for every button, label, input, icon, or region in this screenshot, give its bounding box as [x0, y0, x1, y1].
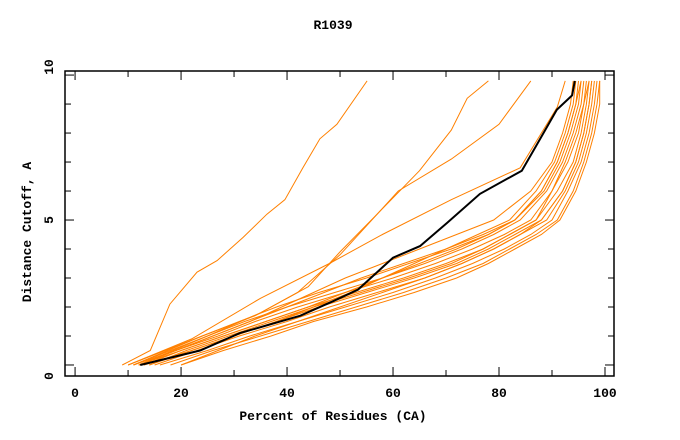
series-line-model-18	[149, 80, 590, 366]
x-tick-label: 0	[71, 386, 79, 401]
x-axis-label: Percent of Residues (CA)	[239, 409, 426, 424]
series-line-model-5	[127, 80, 582, 366]
series-line-model-4	[127, 80, 566, 366]
series-line-model-1	[121, 80, 368, 366]
series-group	[121, 80, 601, 366]
y-axis-label: Distance Cutoff, A	[20, 162, 35, 303]
x-tick-label: 60	[385, 386, 401, 401]
series-line-model-15	[133, 80, 579, 366]
chart-title: R1039	[313, 18, 352, 33]
x-tick-label: 20	[173, 386, 189, 401]
x-tick-label: 100	[593, 386, 617, 401]
series-line-highlight	[139, 80, 576, 366]
series-line-model-16	[143, 80, 577, 366]
x-tick-label: 40	[279, 386, 295, 401]
series-line-model-6	[133, 80, 585, 366]
plot-frame	[64, 70, 615, 377]
series-line-model-19	[180, 80, 593, 366]
axis-ticks: 0 20 40 60 80 100 0 5 10	[42, 59, 617, 401]
x-tick-label: 80	[491, 386, 507, 401]
series-line-model-3	[133, 80, 532, 366]
series-line-model-17	[138, 80, 574, 366]
series-line-model-8	[143, 80, 590, 366]
series-line-model-14	[138, 80, 582, 366]
y-tick-label: 5	[42, 216, 57, 224]
y-tick-label: 0	[42, 372, 57, 380]
y-tick-label: 10	[42, 59, 57, 75]
series-line-model-2	[138, 80, 489, 366]
series-line-model-12	[170, 80, 601, 366]
series-line-model-13	[180, 80, 601, 366]
series-line-model-11	[159, 80, 598, 366]
series-line-model-7	[138, 80, 587, 366]
